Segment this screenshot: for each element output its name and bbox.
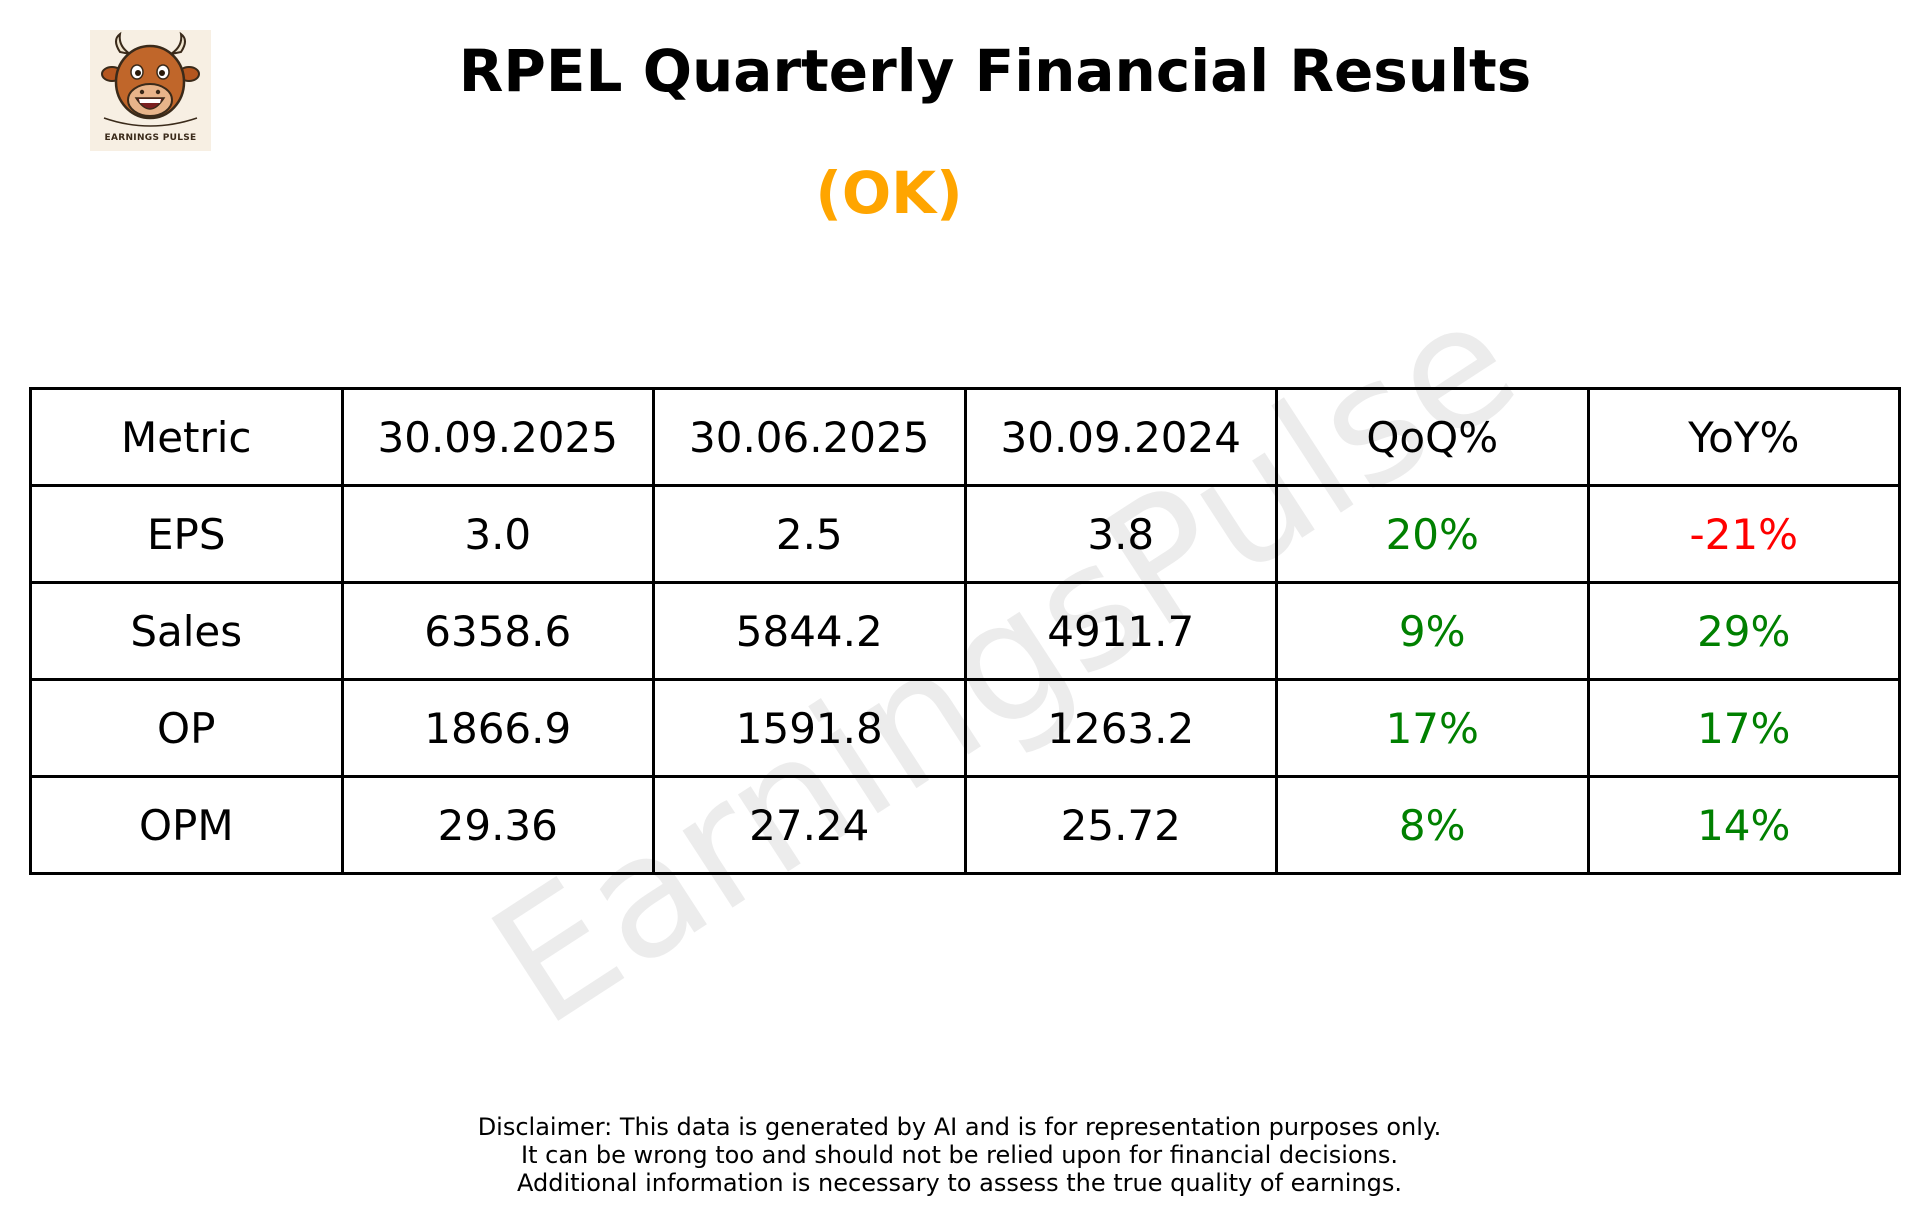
qoq-cell: 8% bbox=[1275, 775, 1590, 875]
bull-mascot-icon bbox=[101, 31, 200, 127]
logo-text: EARNINGS PULSE bbox=[104, 133, 197, 143]
yoy-cell: 17% bbox=[1586, 678, 1901, 778]
qoq-cell: 9% bbox=[1275, 581, 1590, 681]
q3-cell: 3.8 bbox=[963, 484, 1278, 584]
header-metric: Metric bbox=[29, 387, 344, 487]
q1-cell: 29.36 bbox=[340, 775, 655, 875]
header-qoq: QoQ% bbox=[1275, 387, 1590, 487]
disclaimer-line: Disclaimer: This data is generated by AI… bbox=[477, 1113, 1442, 1141]
q2-cell: 1591.8 bbox=[652, 678, 967, 778]
header-q1: 30.09.2025 bbox=[340, 387, 655, 487]
yoy-cell: -21% bbox=[1586, 484, 1901, 584]
metric-cell: EPS bbox=[29, 484, 344, 584]
table-row: Sales 6358.6 5844.2 4911.7 9% 29% bbox=[29, 581, 1901, 681]
earnings-pulse-logo: EARNINGS PULSE bbox=[90, 30, 211, 151]
q3-cell: 4911.7 bbox=[963, 581, 1278, 681]
page-title: RPEL Quarterly Financial Results bbox=[458, 37, 1532, 105]
metric-cell: OP bbox=[29, 678, 344, 778]
q3-cell: 1263.2 bbox=[963, 678, 1278, 778]
q1-cell: 6358.6 bbox=[340, 581, 655, 681]
disclaimer-line: Additional information is necessary to a… bbox=[516, 1169, 1402, 1197]
header-q3: 30.09.2024 bbox=[963, 387, 1278, 487]
table-row: OP 1866.9 1591.8 1263.2 17% 17% bbox=[29, 678, 1901, 778]
table-row: EPS 3.0 2.5 3.8 20% -21% bbox=[29, 484, 1901, 584]
results-table: Metric 30.09.2025 30.06.2025 30.09.2024 … bbox=[29, 387, 1901, 875]
q2-cell: 27.24 bbox=[652, 775, 967, 875]
q1-cell: 1866.9 bbox=[340, 678, 655, 778]
disclaimer-line: It can be wrong too and should not be re… bbox=[521, 1141, 1398, 1169]
metric-cell: OPM bbox=[29, 775, 344, 875]
table-row: OPM 29.36 27.24 25.72 8% 14% bbox=[29, 775, 1901, 875]
disclaimer: Disclaimer: This data is generated by AI… bbox=[0, 1113, 1919, 1197]
q2-cell: 5844.2 bbox=[652, 581, 967, 681]
header-q2: 30.06.2025 bbox=[652, 387, 967, 487]
yoy-cell: 29% bbox=[1586, 581, 1901, 681]
q2-cell: 2.5 bbox=[652, 484, 967, 584]
metric-cell: Sales bbox=[29, 581, 344, 681]
table-header-row: Metric 30.09.2025 30.06.2025 30.09.2024 … bbox=[29, 387, 1901, 487]
header-yoy: YoY% bbox=[1586, 387, 1901, 487]
rating-label: (OK) bbox=[815, 159, 963, 227]
qoq-cell: 17% bbox=[1275, 678, 1590, 778]
qoq-cell: 20% bbox=[1275, 484, 1590, 584]
yoy-cell: 14% bbox=[1586, 775, 1901, 875]
q1-cell: 3.0 bbox=[340, 484, 655, 584]
q3-cell: 25.72 bbox=[963, 775, 1278, 875]
